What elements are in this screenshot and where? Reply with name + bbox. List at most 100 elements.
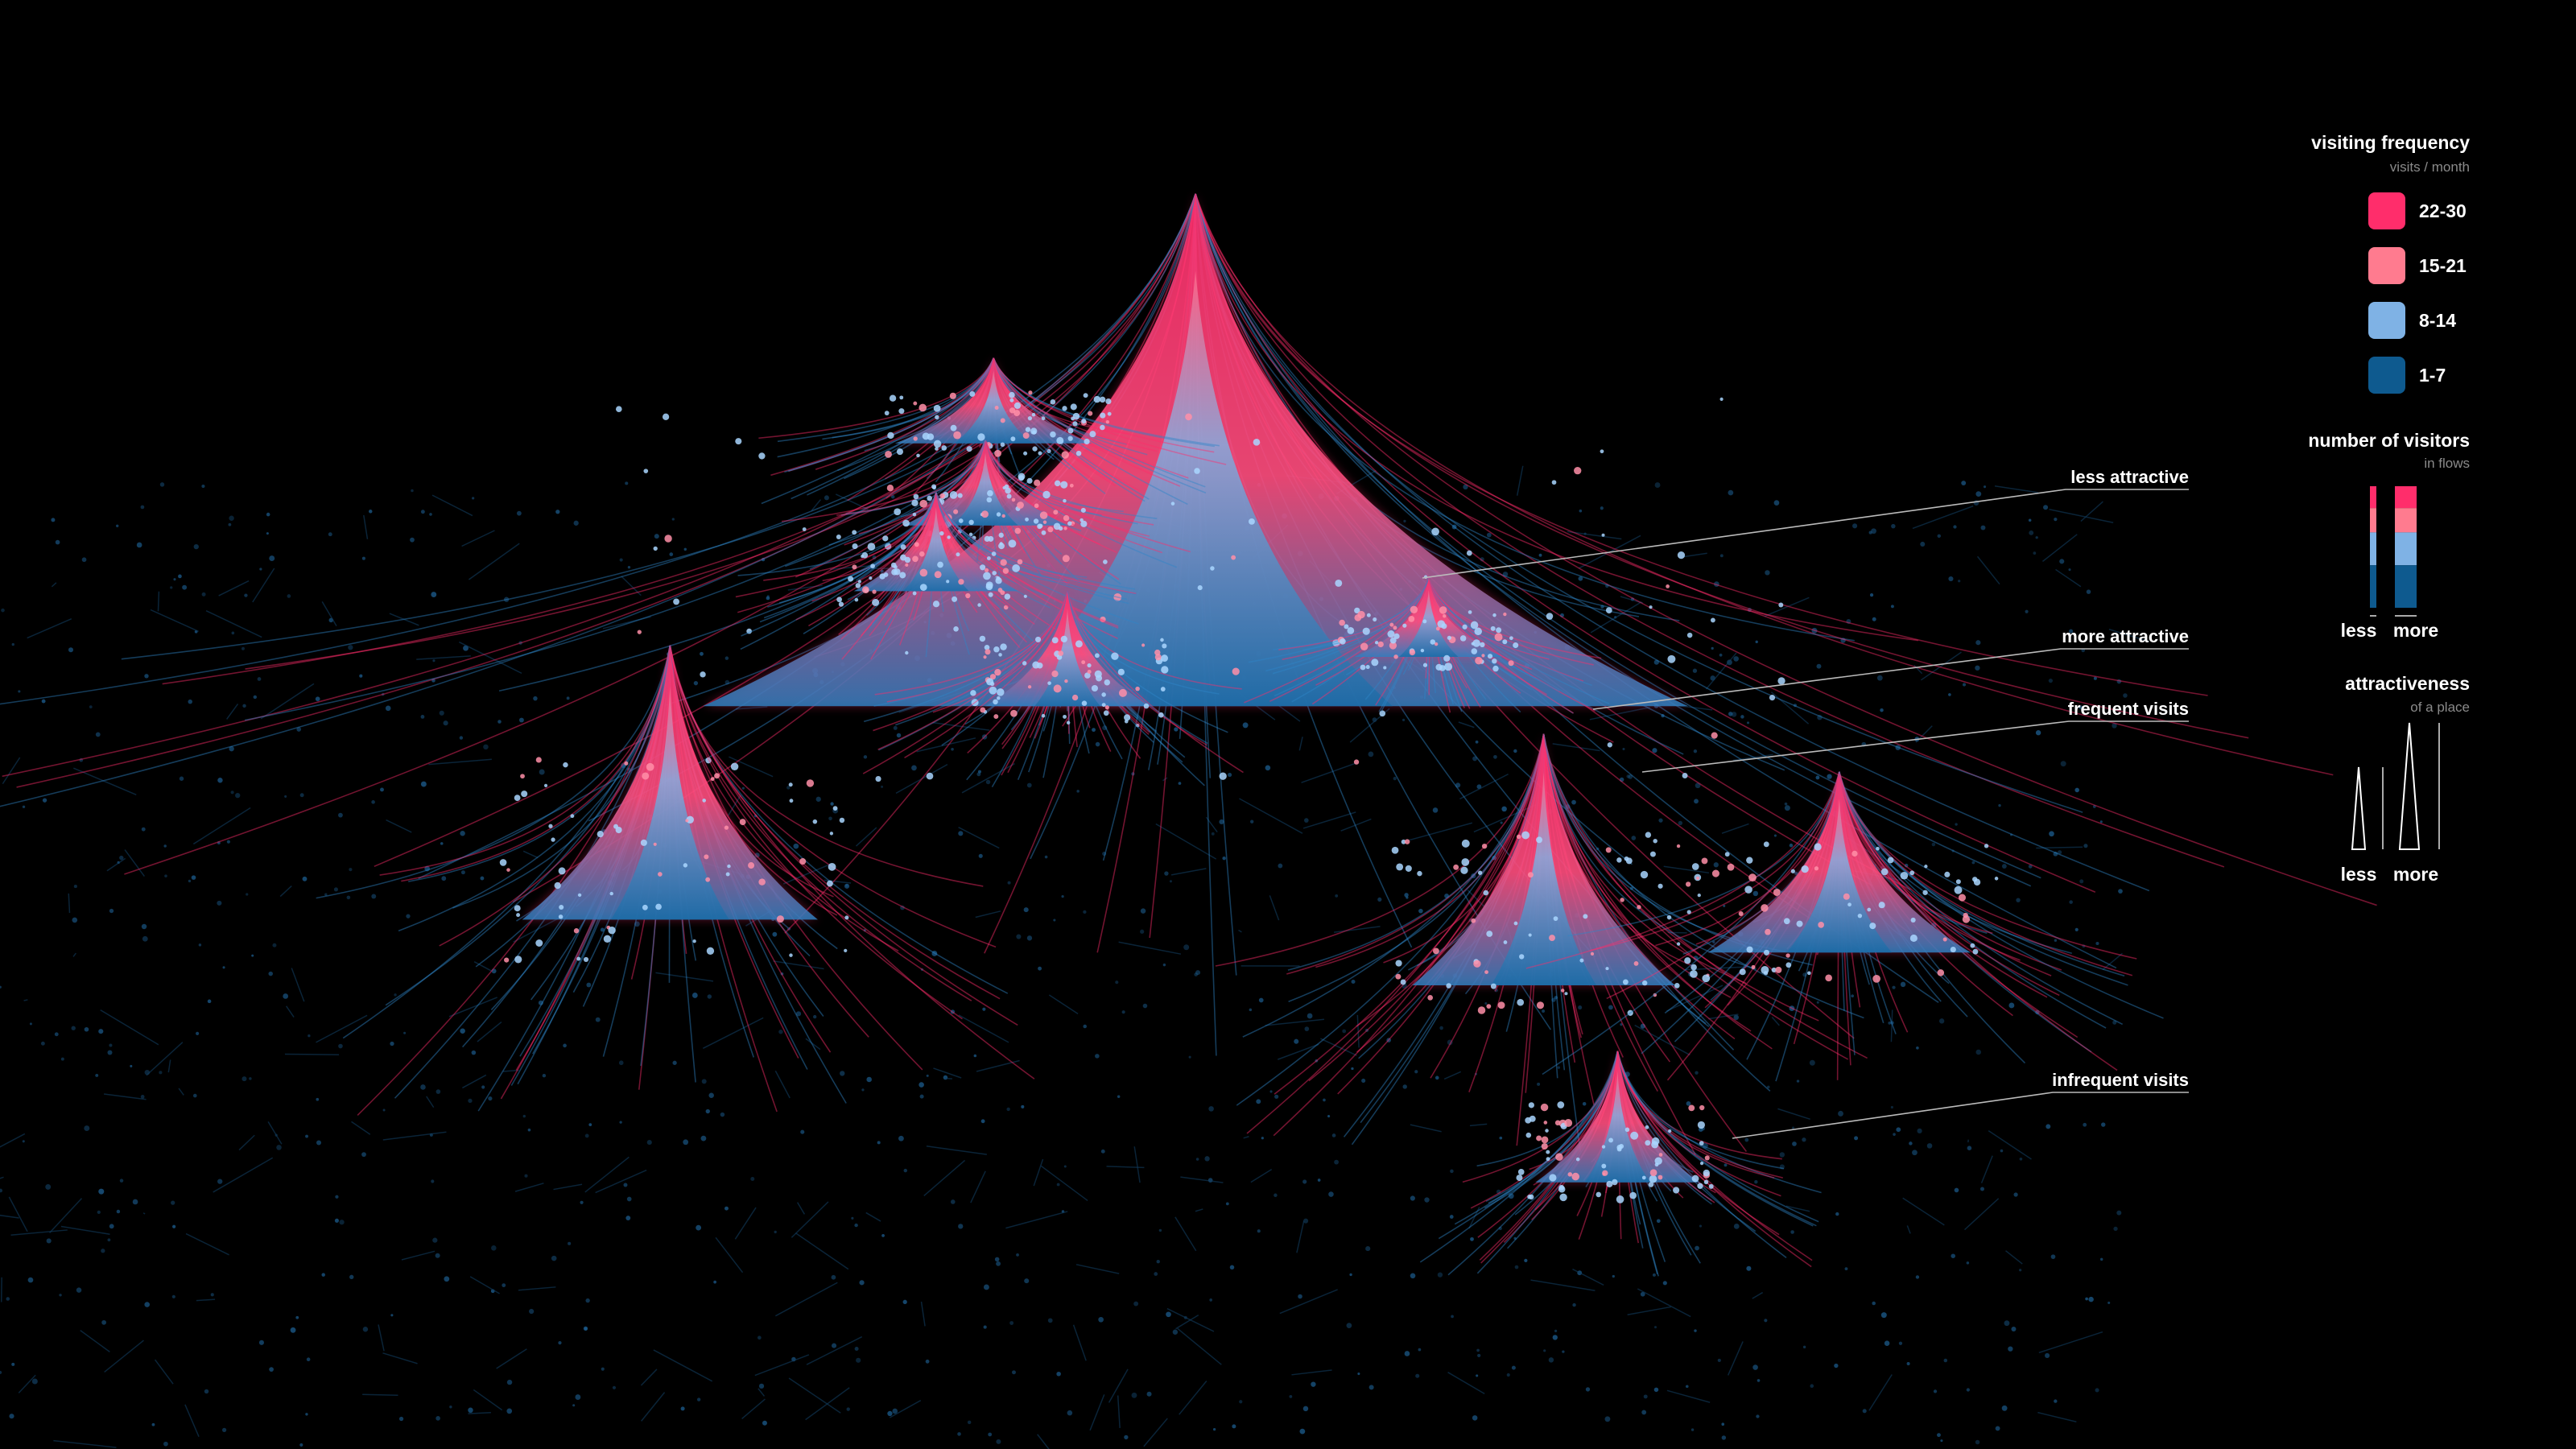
network-edge (729, 756, 774, 778)
network-node (701, 1079, 707, 1084)
network-node (1746, 1265, 1752, 1271)
visitor-dot (1497, 1001, 1505, 1009)
visitor-dot (1063, 526, 1067, 530)
network-node (1641, 1410, 1647, 1415)
flow (1428, 577, 1574, 714)
network-node (786, 786, 791, 790)
network-edge (260, 683, 315, 720)
network-node (815, 796, 821, 802)
visitor-dot (958, 518, 964, 523)
visitor-dot (949, 392, 956, 399)
visitor-dot (957, 529, 962, 534)
network-edge (715, 1236, 744, 1274)
network-edge (889, 1400, 922, 1418)
network-node (101, 1319, 106, 1325)
network-node (994, 1257, 1000, 1262)
flow (1447, 1051, 1619, 1276)
visitor-dot (836, 597, 842, 603)
flow (124, 193, 1196, 875)
flow (1274, 733, 1545, 1095)
flow (1839, 771, 2124, 1026)
visitor-dot (1775, 966, 1782, 973)
network-node (1554, 1329, 1558, 1333)
network-node (324, 893, 328, 896)
flow (904, 591, 1068, 758)
visitor-dot (1682, 773, 1688, 778)
network-node (315, 696, 320, 702)
network-node (1948, 576, 1954, 582)
network-node (892, 1408, 898, 1414)
visitor-dot (1009, 407, 1016, 414)
network-node (488, 1096, 493, 1101)
flow (1288, 733, 1545, 1003)
network-node (1755, 640, 1758, 644)
network-node (1792, 1141, 1797, 1146)
flow (808, 492, 937, 627)
flow (1269, 577, 1430, 702)
network-node (2069, 900, 2073, 904)
visitor-dot (1509, 636, 1513, 641)
network-edge (389, 613, 419, 626)
network-node (1714, 581, 1719, 587)
visitor-dot (1602, 1170, 1608, 1176)
visitor-dot (1649, 1169, 1657, 1177)
network-node (380, 787, 384, 792)
network-node (1447, 1039, 1453, 1046)
visitor-dot (1909, 870, 1915, 876)
visitor-dot (616, 406, 622, 413)
network-edge (1721, 823, 1749, 834)
network-node (772, 931, 778, 937)
flow (1542, 733, 1736, 1040)
visitor-dot (1922, 890, 1928, 895)
network-node (6, 1297, 10, 1301)
network-edge (73, 767, 137, 796)
network-node (1368, 751, 1374, 758)
network-node (1779, 1164, 1785, 1170)
network-node (1038, 966, 1042, 971)
network-edge (104, 1340, 144, 1373)
visitor-dot (1541, 1142, 1548, 1150)
network-edge (458, 641, 522, 675)
network-edge (60, 1225, 110, 1235)
network-node (1685, 1385, 1689, 1389)
network-node (612, 1385, 617, 1389)
network-node (141, 923, 147, 930)
network-edge (1180, 1176, 1224, 1183)
network-edge (787, 584, 823, 591)
network-edge (806, 1335, 863, 1365)
network-node (1868, 530, 1872, 535)
network-edge (553, 1183, 583, 1191)
flow (895, 591, 1068, 726)
visitor-dot (1630, 1131, 1639, 1140)
network-edge (1770, 691, 1810, 724)
flow (1195, 193, 2334, 776)
visitor-dot (1210, 566, 1215, 571)
network-node (0, 1188, 3, 1193)
visitor-dot (1353, 759, 1360, 765)
network-edge (811, 499, 822, 511)
visitor-dot (1601, 1145, 1606, 1149)
visitor-dot (1447, 635, 1451, 640)
network-edge (865, 1212, 881, 1222)
network-node (705, 1108, 710, 1114)
network-node (623, 1183, 628, 1187)
visitor-dot (1701, 857, 1708, 865)
network-node (73, 885, 77, 889)
visitor-dot (1054, 480, 1061, 487)
network-node (302, 876, 308, 881)
network-node (420, 1084, 426, 1090)
network-node (217, 841, 221, 844)
flow (1195, 193, 2377, 906)
flow (1542, 733, 1864, 1019)
network-node (178, 574, 182, 579)
network-edge (1902, 1197, 1945, 1226)
visitor-dot (1404, 839, 1410, 844)
network-node (242, 1076, 247, 1082)
network-edge (795, 1232, 849, 1270)
network-node (406, 914, 411, 919)
flow (1272, 577, 1430, 675)
visitor-dot (1654, 1162, 1659, 1167)
visitor-dot (1746, 857, 1753, 864)
network-node (1274, 1193, 1278, 1198)
visitor-dot (1771, 967, 1777, 973)
